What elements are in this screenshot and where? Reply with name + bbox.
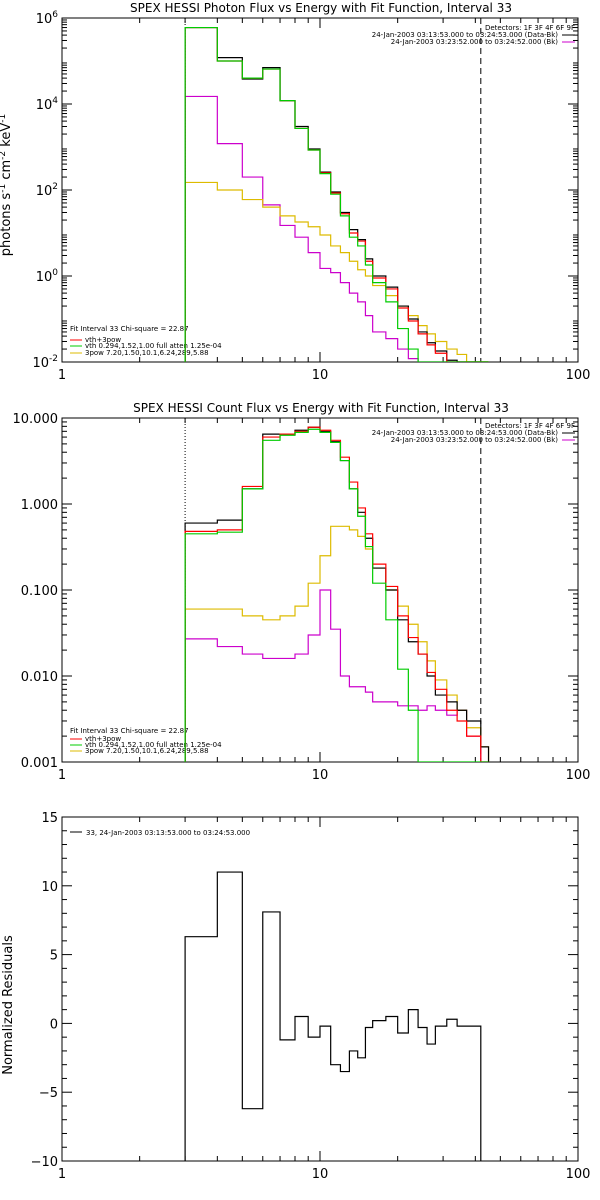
count-flux-legend-3pow: 3pow 7.20,1.50,10.1,6.24,289,5.88: [85, 747, 209, 755]
count-flux-detectors-label: Detectors: 1F 3F 4F 6F 9F: [485, 422, 575, 430]
residuals-y-tick-label: −5: [39, 1086, 58, 1101]
photon-flux-y-tick-label: 104: [36, 96, 59, 113]
count-flux-y-tick-label: 0.010: [21, 670, 58, 685]
residuals-x-tick-label: 100: [566, 1167, 591, 1182]
photon-flux-x-tick-label: 1: [58, 368, 66, 383]
residuals-y-tick-label: 10: [41, 880, 58, 895]
residuals-panel: Normalized Residuals 33, 24-Jan-2003 03:…: [1, 811, 590, 1182]
residuals-y-tick-label: 0: [50, 1017, 58, 1032]
count-flux-legend-header: Fit Interval 33 Chi-square = 22.87: [70, 727, 189, 735]
photon-flux-legend-header: Fit Interval 33 Chi-square = 22.87: [70, 325, 189, 333]
photon-flux-time-entry-data: 24-Jan-2003 03:13:53.000 to 03:24:53.000…: [372, 31, 559, 39]
photon-flux-y-tick-label: 10-2: [32, 354, 58, 371]
residuals-y-tick-label: −10: [31, 1155, 58, 1170]
count-flux-series-bk: [184, 589, 489, 762]
photon-flux-x-tick-label: 100: [566, 368, 591, 383]
photon-flux-detectors-label: Detectors: 1F 3F 4F 6F 9F: [485, 24, 575, 32]
count-flux-legend-vth3pow: vth+3pow: [85, 735, 121, 743]
count-flux-series-vth: [184, 428, 489, 762]
count-flux-time-entry-bk: 24-Jan-2003 03:23:52.000 to 03:24:52.000…: [391, 436, 559, 444]
photon-flux-y-axis-label: photons s-1 cm-2 keV-1: [0, 114, 14, 256]
photon-flux-panel: SPEX HESSI Photon Flux vs Energy with Fi…: [0, 1, 590, 383]
photon-flux-series-vth: [184, 26, 489, 362]
photon-flux-legend-3pow: 3pow 7.20,1.50,10.1,6.24,289,5.88: [85, 349, 209, 357]
photon-flux-x-tick-label: 10: [312, 368, 329, 383]
count-flux-x-tick-label: 100: [566, 768, 591, 783]
photon-flux-y-tick-label: 100: [36, 268, 59, 285]
photon-flux-time-entry-bk: 24-Jan-2003 03:23:52.000 to 03:24:52.000…: [391, 38, 559, 46]
count-flux-time-entry-data: 24-Jan-2003 03:13:53.000 to 03:24:53.000…: [372, 429, 559, 437]
residuals-x-tick-label: 10: [312, 1167, 329, 1182]
photon-flux-legend-vth3pow: vth+3pow: [85, 336, 121, 344]
count-flux-panel: SPEX HESSI Count Flux vs Energy with Fit…: [13, 401, 591, 783]
count-flux-y-tick-label: 0.001: [21, 756, 58, 771]
count-flux-series-3pow: [184, 525, 490, 762]
count-flux-y-tick-label: 0.100: [21, 584, 58, 599]
residuals-series-33: [184, 871, 482, 1161]
count-flux-y-tick-label: 10.000: [13, 412, 59, 427]
photon-flux-series-3pow: [184, 181, 489, 362]
photon-flux-y-tick-label: 102: [36, 182, 58, 199]
residuals-y-axis-label: Normalized Residuals: [1, 935, 16, 1075]
residuals-legend-label: 33, 24-Jan-2003 03:13:53.000 to 03:24:53…: [86, 829, 250, 837]
photon-flux-y-tick-label: 106: [36, 10, 59, 27]
count-flux-y-tick-label: 1.000: [21, 498, 58, 513]
count-flux-title: SPEX HESSI Count Flux vs Energy with Fit…: [133, 401, 509, 415]
count-flux-legend-vth: vth 0.294,1.52,1.00 full atten 1.25e-04: [85, 741, 222, 749]
count-flux-x-tick-label: 1: [58, 768, 66, 783]
residuals-y-tick-label: 15: [41, 811, 58, 826]
photon-flux-legend-vth: vth 0.294,1.52,1.00 full atten 1.25e-04: [85, 342, 222, 350]
photon-flux-title: SPEX HESSI Photon Flux vs Energy with Fi…: [130, 1, 512, 15]
residuals-x-tick-label: 1: [58, 1167, 66, 1182]
residuals-y-tick-label: 5: [50, 949, 58, 964]
count-flux-x-tick-label: 10: [312, 768, 329, 783]
